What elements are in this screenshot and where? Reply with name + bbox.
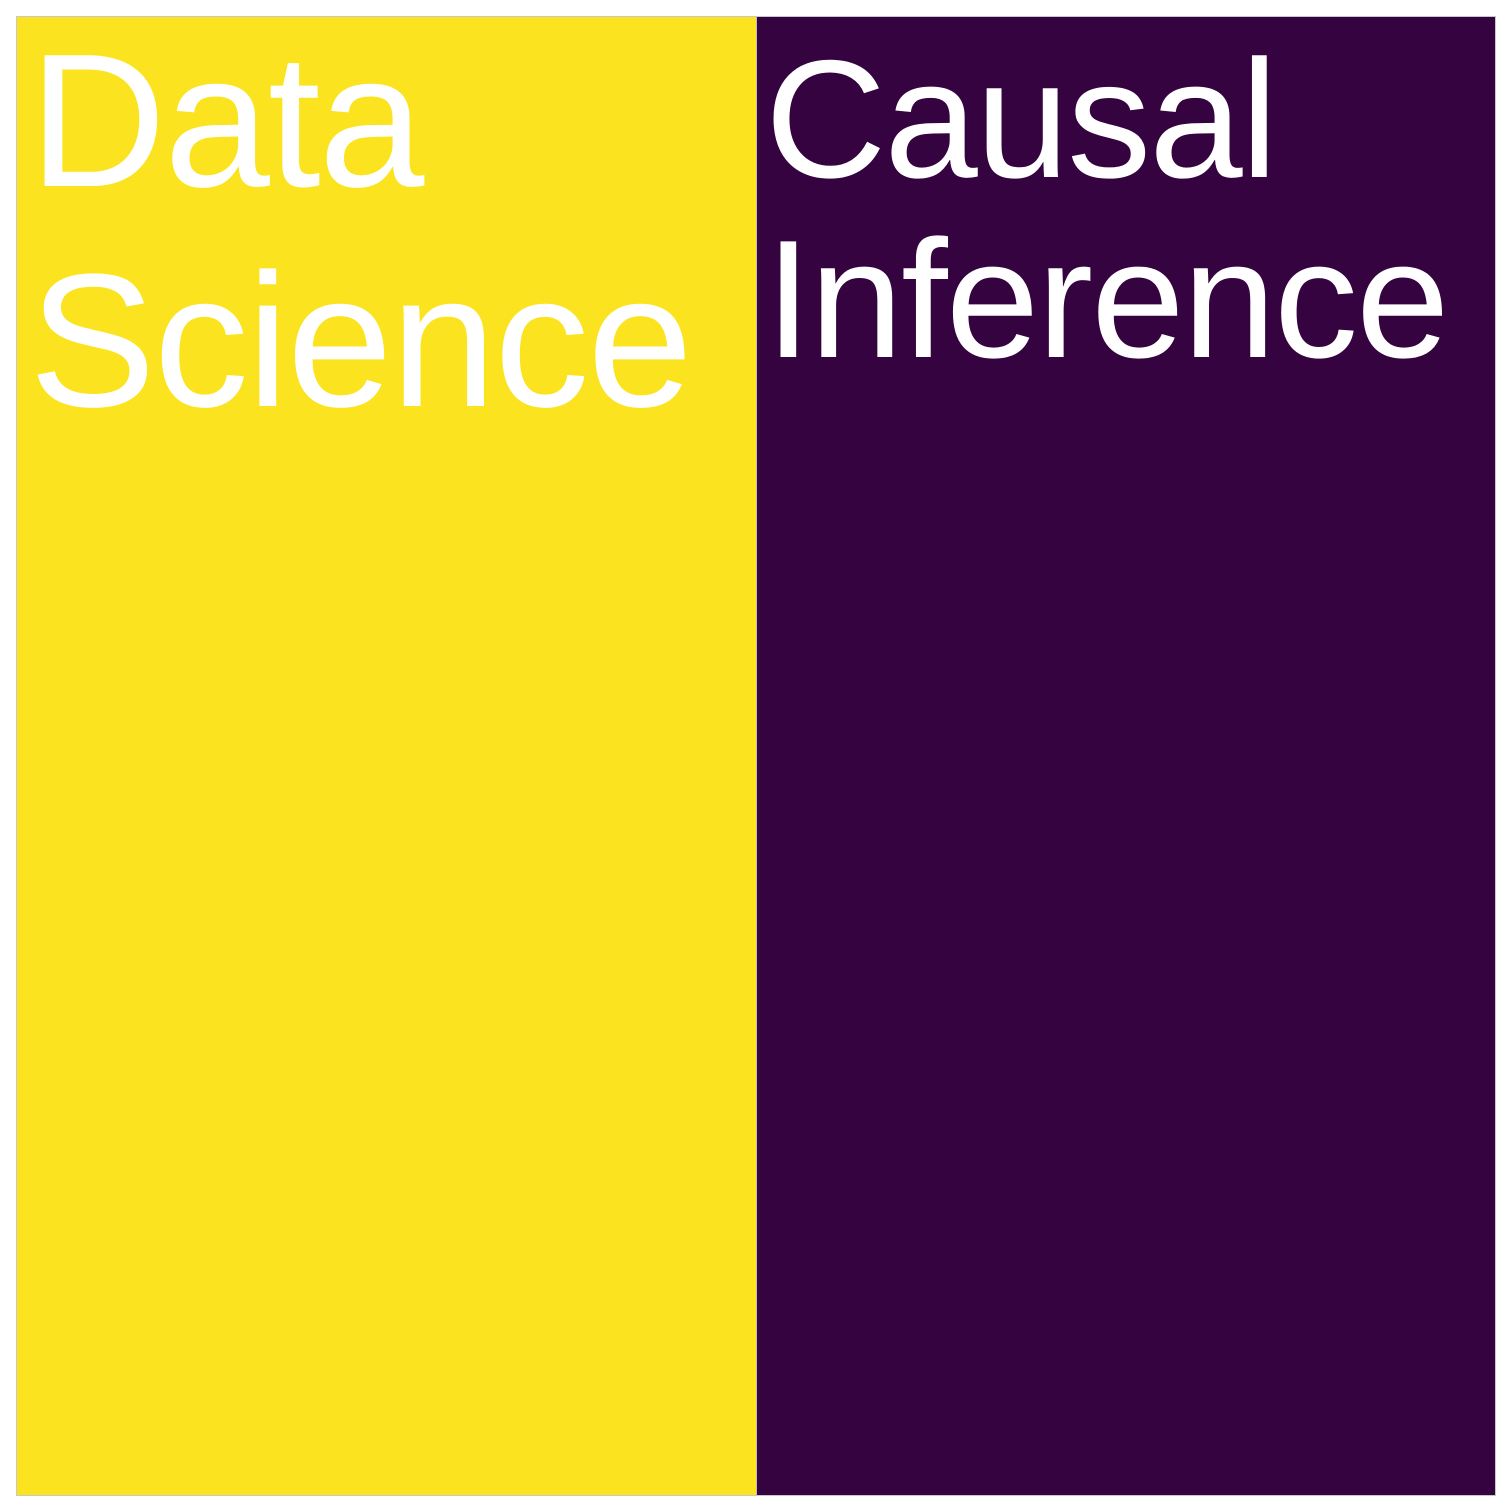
tile-label-data-science: Data Science bbox=[29, 17, 693, 451]
treemap-frame: Data Science Causal Inference bbox=[16, 16, 1496, 1496]
tile-label-causal-inference: Causal Inference bbox=[765, 25, 1449, 393]
tile-label-line: Science bbox=[29, 235, 693, 447]
tile-label-line: Data bbox=[29, 17, 424, 227]
tile-label-line: Inference bbox=[765, 205, 1449, 393]
tile-data-science: Data Science bbox=[17, 17, 757, 1495]
tile-label-line: Causal bbox=[765, 25, 1278, 213]
tile-causal-inference: Causal Inference bbox=[757, 17, 1495, 1495]
